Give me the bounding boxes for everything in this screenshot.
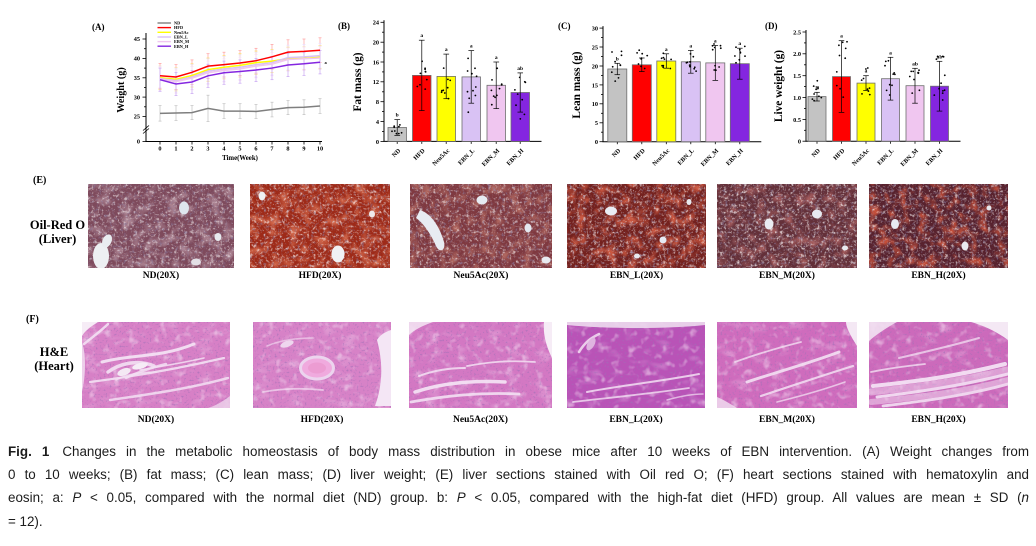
svg-text:a: a (495, 55, 498, 61)
svg-text:5: 5 (238, 146, 241, 153)
svg-text:35: 35 (134, 75, 140, 82)
svg-text:0.5: 0.5 (793, 117, 801, 124)
svg-text:0: 0 (137, 139, 140, 146)
svg-text:2.0: 2.0 (793, 51, 801, 58)
svg-text:16: 16 (373, 59, 379, 66)
svg-text:EBN_M: EBN_M (899, 147, 920, 168)
svg-text:0: 0 (595, 139, 598, 146)
svg-text:EBN_L: EBN_L (174, 35, 188, 40)
svg-text:(C): (C) (558, 21, 571, 31)
svg-text:Neu5Ac: Neu5Ac (651, 147, 671, 167)
svg-text:a: a (420, 33, 423, 39)
svg-text:Neu5Ac: Neu5Ac (174, 30, 189, 35)
svg-text:24: 24 (373, 20, 380, 27)
svg-text:45: 45 (134, 36, 140, 43)
svg-text:ab: ab (912, 61, 918, 67)
svg-text:2: 2 (190, 146, 193, 153)
svg-text:15: 15 (592, 82, 598, 89)
svg-text:Lean mass (g): Lean mass (g) (571, 51, 583, 118)
svg-text:2.5: 2.5 (793, 29, 801, 36)
svg-text:ND: ND (391, 147, 403, 159)
svg-text:Neu5Ac: Neu5Ac (431, 147, 451, 167)
svg-text:8: 8 (376, 99, 379, 106)
svg-text:5: 5 (595, 120, 598, 127)
svg-text:20: 20 (592, 63, 598, 70)
svg-text:Neu5Ac: Neu5Ac (851, 147, 871, 167)
svg-text:a: a (665, 47, 668, 53)
svg-text:Live weight (g): Live weight (g) (773, 50, 785, 122)
svg-text:6: 6 (254, 146, 257, 153)
svg-text:b: b (616, 56, 619, 62)
svg-text:HFD: HFD (632, 147, 647, 162)
svg-text:a: a (738, 41, 741, 47)
svg-text:a: a (714, 39, 717, 45)
svg-text:0: 0 (798, 139, 801, 146)
svg-text:20: 20 (373, 40, 379, 47)
svg-text:9: 9 (302, 146, 305, 153)
svg-text:HFD: HFD (174, 25, 183, 30)
svg-text:25: 25 (592, 44, 598, 51)
svg-text:HFD: HFD (412, 147, 427, 162)
svg-text:1: 1 (174, 146, 177, 153)
svg-text:Fat mass (g): Fat mass (g) (352, 52, 364, 111)
svg-text:EBN_H: EBN_H (725, 147, 745, 167)
svg-text:EBN_M: EBN_M (700, 147, 721, 168)
svg-text:EBN_L: EBN_L (457, 147, 476, 166)
svg-text:a: a (889, 50, 892, 56)
svg-text:12: 12 (373, 79, 379, 86)
svg-text:4: 4 (222, 146, 226, 153)
svg-text:30: 30 (592, 26, 598, 33)
svg-text:a: a (325, 60, 328, 65)
svg-text:25: 25 (134, 114, 140, 121)
svg-text:b: b (396, 113, 399, 119)
svg-text:Weight (g): Weight (g) (116, 67, 127, 113)
svg-text:b: b (815, 85, 818, 91)
svg-text:40: 40 (134, 56, 140, 63)
svg-text:30: 30 (134, 94, 140, 101)
svg-text:0: 0 (376, 139, 379, 146)
svg-text:EBN_H: EBN_H (505, 147, 525, 167)
svg-text:(B): (B) (338, 21, 350, 31)
svg-text:(A): (A) (92, 22, 105, 32)
svg-text:ND: ND (611, 147, 623, 159)
svg-text:HFD: HFD (832, 147, 847, 162)
svg-text:a: a (445, 47, 448, 53)
svg-text:EBN_M: EBN_M (174, 39, 189, 44)
svg-text:ab: ab (937, 54, 943, 60)
svg-text:a: a (840, 34, 843, 40)
svg-text:(D): (D) (765, 21, 778, 31)
svg-text:7: 7 (270, 146, 273, 153)
svg-text:0: 0 (158, 146, 161, 153)
svg-text:a: a (689, 43, 692, 49)
svg-text:EBN_H: EBN_H (925, 147, 945, 167)
svg-text:ab: ab (517, 66, 523, 72)
svg-text:4: 4 (376, 119, 380, 126)
svg-text:ND: ND (811, 147, 823, 159)
svg-text:1.5: 1.5 (793, 73, 801, 80)
svg-text:ND: ND (174, 21, 180, 26)
svg-text:1.0: 1.0 (793, 95, 801, 102)
svg-text:a: a (470, 44, 473, 50)
svg-text:a: a (865, 69, 868, 75)
svg-text:Time(Week): Time(Week) (222, 155, 258, 162)
svg-text:10: 10 (317, 146, 323, 153)
svg-text:10: 10 (592, 101, 598, 108)
svg-text:8: 8 (286, 146, 289, 153)
svg-text:3: 3 (206, 146, 209, 153)
svg-text:EBN_M: EBN_M (481, 147, 502, 168)
svg-text:EBN_H: EBN_H (174, 44, 189, 49)
svg-text:EBN_L: EBN_L (676, 147, 695, 166)
svg-text:EBN_L: EBN_L (876, 147, 895, 166)
